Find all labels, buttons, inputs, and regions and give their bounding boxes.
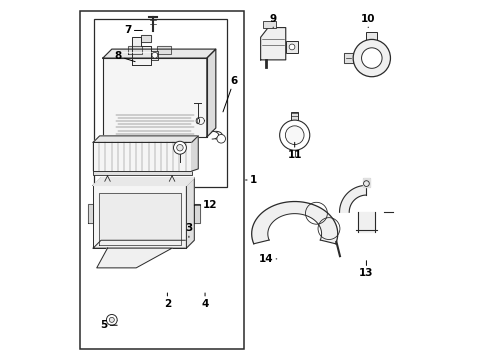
Polygon shape <box>93 185 186 248</box>
Polygon shape <box>151 51 158 60</box>
Polygon shape <box>251 202 337 244</box>
Polygon shape <box>131 37 151 65</box>
Polygon shape <box>339 185 366 212</box>
Circle shape <box>363 181 368 186</box>
Polygon shape <box>206 49 215 137</box>
Text: 1: 1 <box>245 175 257 185</box>
Bar <box>366 32 376 41</box>
Polygon shape <box>140 35 151 42</box>
Polygon shape <box>93 240 194 248</box>
Bar <box>285 41 298 53</box>
Polygon shape <box>194 204 199 223</box>
Text: 13: 13 <box>359 261 373 278</box>
Bar <box>93 142 191 171</box>
Circle shape <box>173 141 186 154</box>
Polygon shape <box>186 177 194 248</box>
Bar <box>290 112 298 122</box>
Text: 14: 14 <box>258 254 276 264</box>
Bar <box>94 19 226 187</box>
Circle shape <box>176 144 183 151</box>
Polygon shape <box>156 46 171 54</box>
Circle shape <box>288 44 294 50</box>
Text: 6: 6 <box>223 76 237 112</box>
Text: 2: 2 <box>163 293 171 309</box>
Circle shape <box>279 120 309 150</box>
Polygon shape <box>362 178 369 187</box>
Text: 10: 10 <box>360 14 375 28</box>
Circle shape <box>106 315 117 325</box>
Polygon shape <box>344 53 352 63</box>
Polygon shape <box>357 212 374 232</box>
Polygon shape <box>88 204 93 223</box>
Bar <box>93 171 191 175</box>
Text: 8: 8 <box>114 51 135 62</box>
Circle shape <box>352 40 389 77</box>
Polygon shape <box>93 177 194 185</box>
Circle shape <box>217 134 225 143</box>
Polygon shape <box>97 248 172 268</box>
Polygon shape <box>99 193 181 244</box>
Text: 11: 11 <box>287 142 301 160</box>
Polygon shape <box>191 136 198 171</box>
Text: 5: 5 <box>100 320 117 330</box>
Text: 9: 9 <box>269 14 276 28</box>
Text: 7: 7 <box>124 26 142 35</box>
Polygon shape <box>102 49 215 58</box>
Text: 4: 4 <box>201 293 208 309</box>
Polygon shape <box>93 136 198 142</box>
Circle shape <box>361 48 381 68</box>
Circle shape <box>285 126 304 144</box>
Circle shape <box>152 52 158 58</box>
Text: 12: 12 <box>194 200 217 210</box>
Polygon shape <box>260 28 285 60</box>
Polygon shape <box>128 46 142 54</box>
Polygon shape <box>102 58 206 137</box>
Bar <box>263 21 275 28</box>
Text: 3: 3 <box>185 224 192 237</box>
Bar <box>80 12 244 348</box>
Circle shape <box>109 318 114 322</box>
